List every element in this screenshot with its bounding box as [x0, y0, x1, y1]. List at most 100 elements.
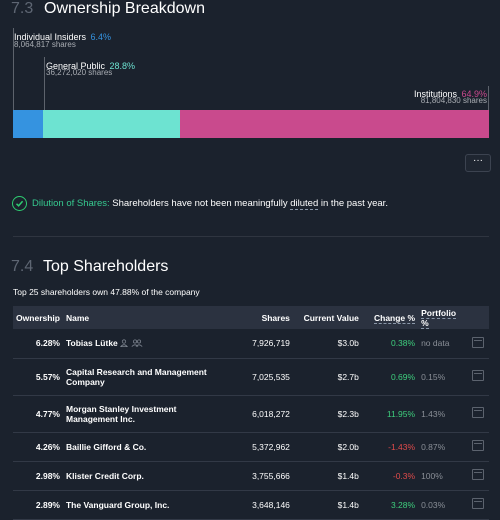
portfolio-cell: 1.43%: [421, 408, 446, 419]
holder-name-link[interactable]: The Vanguard Group, Inc.: [65, 499, 170, 510]
holder-name-link[interactable]: Tobias Lütke: [65, 338, 118, 349]
portfolio-cell: 0.03%: [421, 499, 446, 510]
public-name: General Public: [46, 61, 106, 71]
section-title: Top Shareholders: [43, 258, 169, 275]
value-cell: $2.3b: [337, 408, 359, 419]
holder-name-link[interactable]: Klister Credit Corp.: [65, 470, 144, 481]
shares-cell: 3,755,666: [252, 470, 290, 481]
section-number: 7.3: [11, 0, 34, 17]
ellipsis-icon: ···: [473, 155, 483, 166]
calendar-icon[interactable]: [467, 358, 489, 395]
section-number: 7.4: [11, 258, 34, 275]
name-cell: Capital Research and Management Company: [63, 358, 220, 395]
holder-name-link[interactable]: Capital Research and Management Company: [65, 366, 207, 387]
public-shares: 36,272,020 shares: [46, 68, 113, 77]
check-circle-icon: [12, 196, 27, 211]
section-title: Ownership Breakdown: [44, 0, 205, 17]
change-cell: 11.95%: [386, 408, 416, 419]
name-cell: Tobias Lütke: [63, 329, 220, 358]
institutions-bar-segment[interactable]: [180, 110, 489, 138]
table-row[interactable]: 4.26% Baillie Gifford & Co. 5,372,962 $2…: [13, 432, 489, 461]
insiders-leader-line: [13, 28, 14, 110]
table-row[interactable]: 4.77% Morgan Stanley Investment Manageme…: [13, 395, 489, 432]
col-name[interactable]: Name: [65, 312, 90, 323]
col-shares[interactable]: Shares: [261, 312, 290, 323]
table-row[interactable]: 2.89% The Vanguard Group, Inc. 3,648,146…: [13, 490, 489, 519]
dilution-text-after: in the past year.: [320, 198, 388, 209]
value-cell: $1.4b: [337, 499, 359, 510]
shares-cell: 3,648,146: [252, 499, 290, 510]
col-actions: [467, 306, 489, 329]
portfolio-cell: 0.15%: [421, 371, 446, 382]
calendar-icon[interactable]: [467, 432, 489, 461]
name-cell: Baillie Gifford & Co.: [63, 432, 220, 461]
table-row[interactable]: 2.98% Klister Credit Corp. 3,755,666 $1.…: [13, 461, 489, 490]
public-label: General Public 28.8%: [46, 56, 135, 74]
institutions-name: Institutions: [413, 89, 458, 99]
insiders-bar-segment[interactable]: [13, 110, 43, 138]
ownership-cell: 6.28%: [35, 338, 60, 349]
col-current-value[interactable]: Current Value: [303, 312, 359, 323]
insiders-name: Individual Insiders: [14, 32, 87, 42]
value-cell: $2.7b: [337, 371, 359, 382]
dilution-title: Dilution of Shares:: [32, 198, 110, 209]
ownership-cell: 2.98%: [35, 470, 60, 481]
portfolio-cell: 0.87%: [421, 441, 446, 452]
table-row[interactable]: 6.28% Tobias Lütke 7,926,719 $3.0b 0.38%…: [13, 329, 489, 358]
calendar-icon[interactable]: [467, 329, 489, 358]
change-cell: -1.43%: [388, 441, 416, 452]
holder-name-link[interactable]: Baillie Gifford & Co.: [65, 441, 147, 452]
top-shareholders-table: Ownership Name Shares Current Value Chan…: [13, 306, 489, 520]
change-header-label: Change %: [373, 312, 416, 324]
calendar-icon[interactable]: [467, 490, 489, 519]
more-options-button[interactable]: ···: [465, 154, 491, 172]
value-cell: $2.0b: [337, 441, 359, 452]
table-row[interactable]: 5.57% Capital Research and Management Co…: [13, 358, 489, 395]
public-leader-line: [44, 57, 45, 110]
diluted-link[interactable]: diluted: [290, 198, 319, 210]
col-ownership[interactable]: Ownership: [16, 312, 60, 323]
shares-cell: 5,372,962: [252, 441, 290, 452]
portfolio-cell: 100%: [421, 470, 443, 481]
name-cell: Klister Credit Corp.: [63, 461, 220, 490]
shares-cell: 7,926,719: [252, 338, 290, 349]
change-cell: 0.38%: [390, 338, 416, 349]
table-header-row: Ownership Name Shares Current Value Chan…: [13, 306, 489, 329]
public-bar-segment[interactable]: [43, 110, 180, 138]
shares-cell: 6,018,272: [252, 408, 290, 419]
institutions-leader-line: [488, 86, 489, 110]
ownership-cell: 4.77%: [35, 408, 60, 419]
col-portfolio[interactable]: Portfolio %: [418, 306, 467, 329]
insiders-pct: 6.4%: [90, 32, 112, 42]
insiders-shares: 8,064,817 shares: [14, 40, 76, 49]
name-cell: The Vanguard Group, Inc.: [63, 490, 220, 519]
insiders-label: Individual Insiders 6.4%: [14, 27, 111, 45]
institutions-shares: 81,804,830 shares: [420, 96, 487, 105]
value-cell: $3.0b: [337, 338, 359, 349]
col-change[interactable]: Change %: [362, 306, 418, 329]
change-cell: 3.28%: [390, 499, 416, 510]
ownership-cell: 2.89%: [35, 499, 60, 510]
shares-cell: 7,025,535: [252, 371, 290, 382]
ownership-cell: 5.57%: [35, 371, 60, 382]
group-icon: [131, 339, 143, 348]
dilution-text-before: Shareholders have not been meaningfully: [112, 198, 288, 209]
change-cell: 0.69%: [390, 371, 416, 382]
name-cell: Morgan Stanley Investment Management Inc…: [63, 395, 220, 432]
change-cell: -0.3%: [392, 470, 416, 481]
portfolio-header-label: Portfolio %: [421, 307, 457, 329]
ownership-section-header: 7.3 Ownership Breakdown: [0, 0, 500, 22]
shareholders-section-header: 7.4 Top Shareholders: [0, 258, 500, 280]
dilution-statement: Dilution of Shares: Shareholders have no…: [32, 198, 388, 210]
portfolio-cell: no data: [421, 338, 450, 349]
ownership-cell: 4.26%: [35, 441, 60, 452]
calendar-icon[interactable]: [467, 461, 489, 490]
institutions-label: Institutions 64.9%: [414, 84, 487, 102]
calendar-icon[interactable]: [467, 395, 489, 432]
value-cell: $1.4b: [337, 470, 359, 481]
public-pct: 28.8%: [109, 61, 136, 71]
section-divider: [13, 236, 489, 237]
holder-name-link[interactable]: Morgan Stanley Investment Management Inc…: [65, 403, 177, 424]
institutions-pct: 64.9%: [461, 89, 487, 99]
person-icon: [120, 339, 129, 348]
